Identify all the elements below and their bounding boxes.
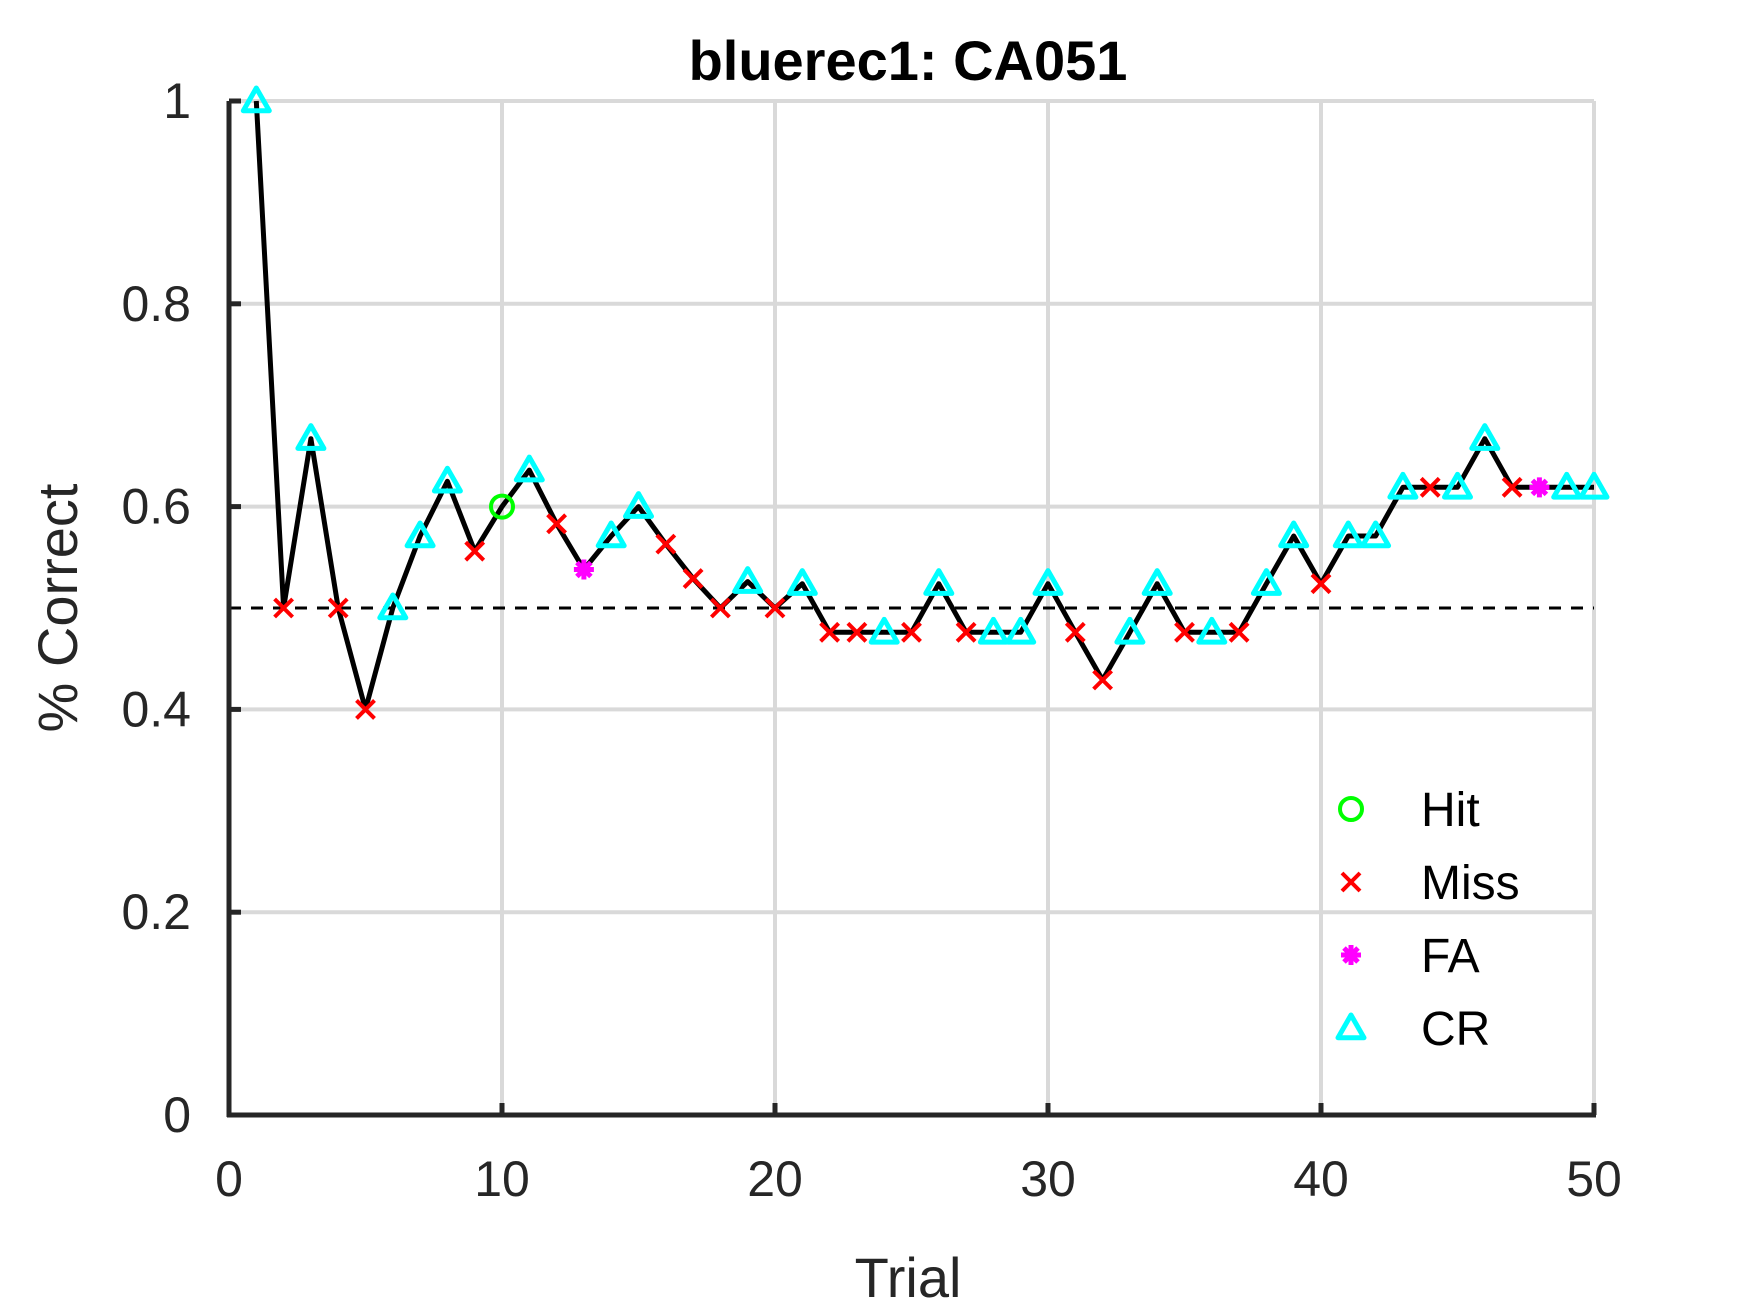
marker-cr: [1278, 520, 1310, 549]
x-tick-label: 30: [1020, 1151, 1076, 1207]
marker-miss: [682, 568, 704, 590]
marker-cr: [1196, 616, 1228, 645]
x-tick-label: 50: [1566, 1151, 1622, 1207]
x-tick-label: 0: [215, 1151, 243, 1207]
tick-labels-group: 0 10 20 30 40 50 0 0.2 0.4 0.6 0.8 1: [121, 73, 1621, 1207]
y-tick-label: 0.6: [121, 479, 191, 535]
x-tick-label: 40: [1293, 1151, 1349, 1207]
data-line-group: [253, 100, 1594, 712]
legend-label-cr: CR: [1421, 1003, 1490, 1056]
marker-cr: [1005, 616, 1037, 645]
markers-group: [240, 85, 1610, 720]
legend: Hit Miss FA CR: [1335, 784, 1520, 1056]
marker-miss: [273, 597, 295, 619]
marker-cr: [1578, 471, 1610, 500]
marker-cr: [977, 616, 1009, 645]
marker-cr: [1114, 616, 1146, 645]
marker-miss: [709, 597, 731, 619]
marker-cr: [868, 616, 900, 645]
marker-cr: [513, 454, 545, 483]
legend-label-hit: Hit: [1421, 784, 1480, 837]
marker-cr: [1032, 568, 1064, 596]
legend-marker-fa: [1341, 945, 1361, 965]
marker-cr: [595, 520, 627, 549]
marker-cr: [1360, 520, 1392, 549]
x-tick-label: 20: [747, 1151, 803, 1207]
chart-title: bluerec1: CA051: [689, 29, 1128, 92]
data-line: [253, 100, 1594, 712]
marker-cr: [377, 592, 409, 621]
marker-miss: [1092, 669, 1114, 691]
marker-miss: [1501, 476, 1523, 498]
marker-hit: [489, 493, 515, 520]
marker-cr: [1332, 520, 1364, 549]
marker-cr: [623, 491, 654, 519]
legend-marker-hit: [1338, 796, 1364, 822]
marker-miss: [901, 621, 922, 643]
marker-miss: [355, 698, 376, 720]
axes-group: [226, 98, 1597, 1118]
marker-fa: [573, 559, 594, 580]
marker-cr: [1387, 471, 1419, 500]
marker-miss: [464, 540, 486, 562]
y-tick-label: 0.2: [121, 884, 191, 940]
marker-miss: [819, 621, 841, 643]
marker-miss: [764, 597, 786, 619]
y-tick-label: 1: [163, 73, 191, 129]
marker-cr: [240, 85, 272, 114]
marker-miss: [1310, 573, 1332, 595]
marker-cr: [732, 566, 764, 594]
marker-miss: [846, 621, 868, 643]
y-tick-label: 0.8: [121, 276, 191, 332]
marker-cr: [431, 465, 463, 494]
legend-marker-miss: [1340, 871, 1362, 893]
marker-cr: [1250, 568, 1282, 596]
marker-miss: [1419, 476, 1441, 498]
marker-cr: [295, 423, 327, 451]
marker-cr: [1551, 471, 1583, 500]
legend-marker-cr: [1335, 1012, 1367, 1041]
x-axis-label: Trial: [855, 1246, 962, 1309]
marker-cr: [404, 520, 436, 549]
y-axis-label: % Correct: [26, 483, 89, 732]
marker-cr: [1141, 568, 1173, 596]
marker-miss: [546, 513, 568, 535]
marker-miss: [955, 621, 977, 643]
marker-fa: [1529, 477, 1550, 498]
y-tick-label: 0.4: [121, 681, 191, 737]
marker-miss: [1228, 621, 1250, 643]
marker-cr: [786, 568, 818, 596]
marker-cr: [1469, 423, 1501, 451]
legend-label-fa: FA: [1421, 930, 1480, 983]
marker-miss: [1174, 621, 1195, 643]
marker-miss: [1064, 621, 1086, 643]
marker-cr: [1442, 471, 1473, 500]
legend-label-miss: Miss: [1421, 857, 1520, 910]
x-tick-label: 10: [474, 1151, 530, 1207]
marker-miss: [655, 533, 677, 555]
marker-cr: [923, 568, 955, 596]
y-tick-label: 0: [163, 1087, 191, 1143]
marker-miss: [327, 597, 349, 619]
